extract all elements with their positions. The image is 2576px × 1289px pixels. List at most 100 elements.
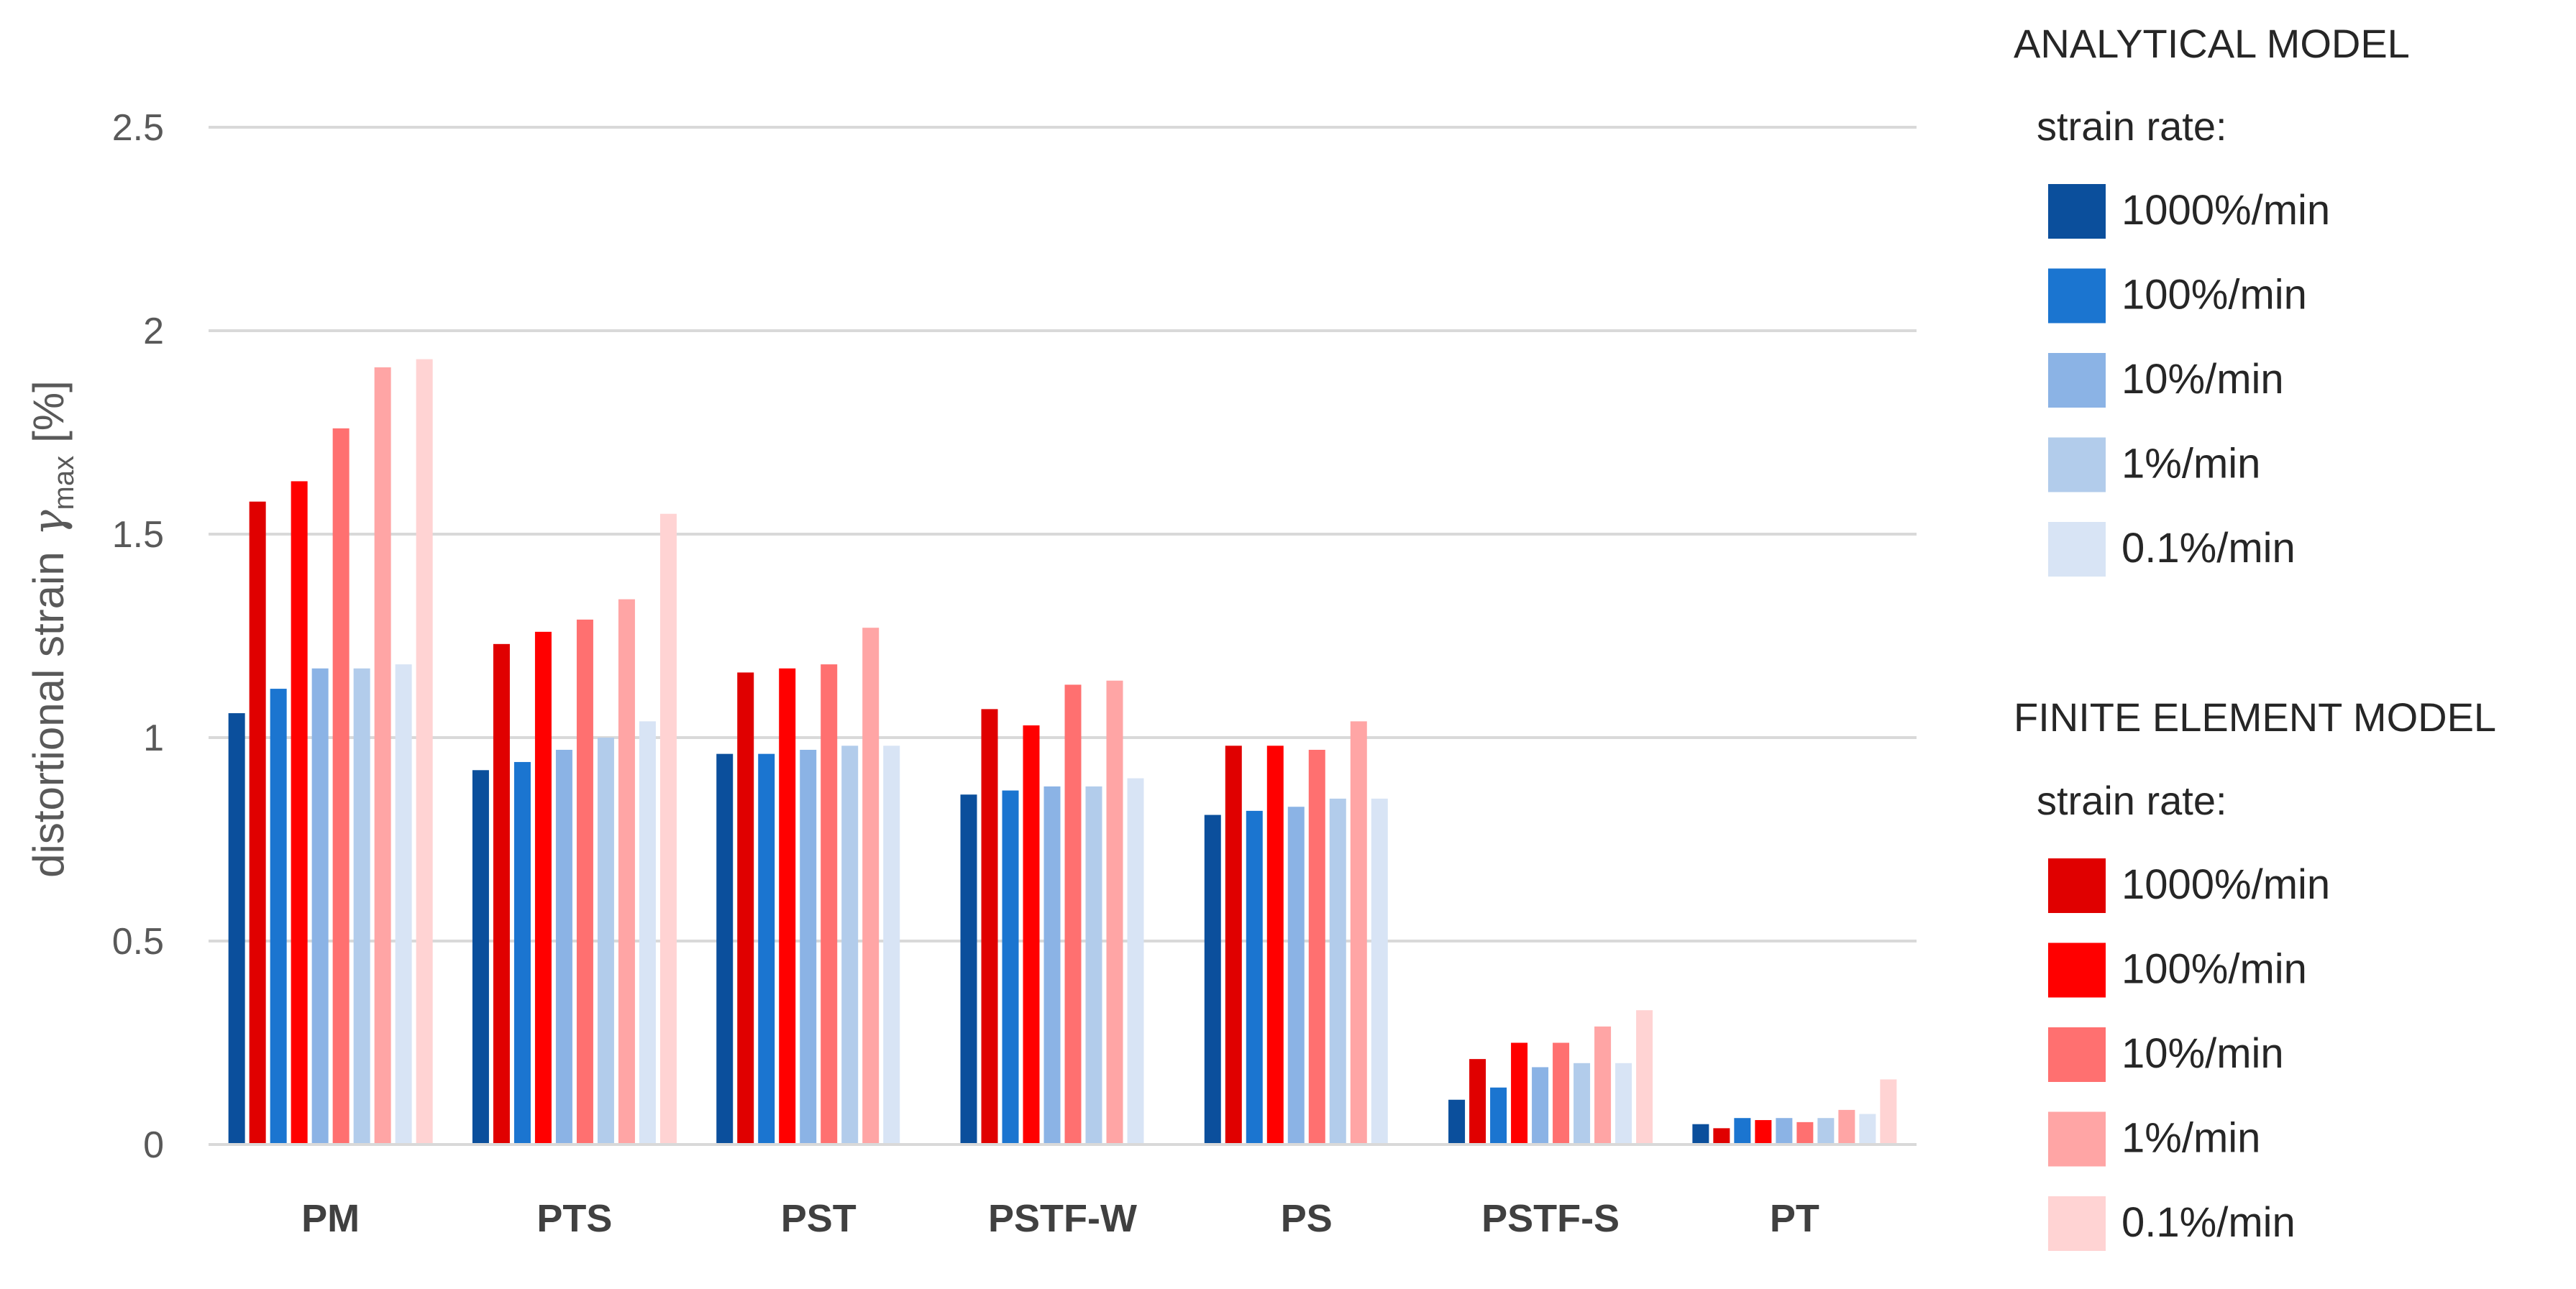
legend-swatch bbox=[2048, 942, 2106, 998]
bar-ps-fe-10 bbox=[1308, 749, 1325, 1144]
bar-ps-analytical-0.1 bbox=[1371, 798, 1388, 1144]
bar-pm-fe-1 bbox=[374, 367, 391, 1145]
bar-pm-fe-10 bbox=[332, 428, 350, 1144]
bar-pst-fe-100 bbox=[779, 668, 796, 1144]
bar-pt-fe-1 bbox=[1838, 1109, 1855, 1144]
bar-pt-fe-1000 bbox=[1713, 1128, 1730, 1144]
y-tick-label: 1.5 bbox=[112, 514, 164, 556]
bar-pt-analytical-10 bbox=[1776, 1118, 1793, 1144]
bar-pm-fe-1000 bbox=[249, 501, 266, 1144]
bar-pt-analytical-1 bbox=[1817, 1118, 1835, 1144]
bar-group-pstf-s bbox=[1448, 1010, 1653, 1144]
x-category-label: PST bbox=[781, 1197, 857, 1240]
legend-fe-title: FINITE ELEMENT MODEL bbox=[2014, 694, 2496, 740]
bar-pst-analytical-1000 bbox=[716, 753, 734, 1144]
y-tick-label: 2.5 bbox=[112, 107, 164, 149]
bar-pstf-s-fe-1 bbox=[1594, 1026, 1612, 1144]
legend-swatch bbox=[2048, 184, 2106, 239]
bar-pstf-s-analytical-0.1 bbox=[1615, 1063, 1632, 1144]
bar-pst-analytical-1 bbox=[841, 746, 859, 1144]
bar-pm-analytical-1 bbox=[353, 668, 370, 1144]
bar-ps-analytical-1000 bbox=[1204, 815, 1221, 1144]
bar-pstf-w-fe-10 bbox=[1064, 684, 1082, 1144]
bar-pstf-s-fe-100 bbox=[1511, 1042, 1528, 1144]
y-tick-label: 0.5 bbox=[112, 921, 164, 963]
legend: ANALYTICAL MODEL strain rate: 1000%/min 1… bbox=[2014, 21, 2496, 1251]
bar-pts-fe-100 bbox=[534, 631, 552, 1144]
bar-pst-analytical-100 bbox=[758, 753, 775, 1144]
legend-swatch bbox=[2048, 1027, 2106, 1082]
bar-pt-analytical-100 bbox=[1734, 1118, 1751, 1144]
y-tick-label: 2 bbox=[143, 311, 164, 352]
bars bbox=[228, 359, 1897, 1145]
y-axis-title-subscript: max bbox=[48, 456, 80, 510]
bar-pst-analytical-0.1 bbox=[883, 746, 900, 1144]
bar-pst-fe-1 bbox=[862, 628, 880, 1144]
bar-group-pm bbox=[228, 359, 433, 1145]
bar-pstf-w-fe-100 bbox=[1023, 725, 1040, 1144]
x-category-label: PS bbox=[1281, 1197, 1333, 1240]
legend-analytical-items: 1000%/min 100%/min 10%/min 1%/min 0.1%/min bbox=[2048, 184, 2330, 577]
legend-analytical-title: ANALYTICAL MODEL bbox=[2014, 21, 2410, 66]
bar-pt-fe-10 bbox=[1796, 1121, 1814, 1144]
bar-pstf-s-fe-10 bbox=[1553, 1042, 1570, 1144]
bar-pt-fe-100 bbox=[1755, 1120, 1772, 1144]
bar-pts-analytical-1 bbox=[597, 738, 614, 1144]
bar-pts-fe-1 bbox=[618, 599, 635, 1144]
y-axis-title: distortional strain γmax [%] bbox=[24, 380, 80, 878]
bar-pts-analytical-10 bbox=[555, 749, 572, 1144]
bar-ps-fe-1 bbox=[1350, 721, 1367, 1144]
bar-pstf-s-analytical-10 bbox=[1532, 1067, 1549, 1144]
bar-pstf-w-fe-1000 bbox=[981, 709, 998, 1144]
x-category-label: PT bbox=[1770, 1197, 1819, 1240]
legend-fe-subtitle: strain rate: bbox=[2037, 778, 2227, 823]
bar-pst-fe-1000 bbox=[737, 672, 754, 1144]
x-category-label: PTS bbox=[536, 1197, 612, 1240]
legend-item-label: 100%/min bbox=[2121, 946, 2307, 993]
legend-item-label: 10%/min bbox=[2121, 356, 2284, 403]
bar-pstf-w-fe-1 bbox=[1106, 680, 1123, 1144]
bar-pm-analytical-0.1 bbox=[395, 664, 412, 1144]
legend-swatch bbox=[2048, 437, 2106, 492]
legend-swatch bbox=[2048, 858, 2106, 913]
y-axis-ticks: 0 0.5 1 1.5 2 2.5 bbox=[112, 107, 164, 1166]
bar-pstf-s-fe-1000 bbox=[1469, 1059, 1486, 1144]
x-category-label: PM bbox=[301, 1197, 360, 1240]
bar-pts-fe-1000 bbox=[493, 643, 510, 1144]
legend-analytical-subtitle: strain rate: bbox=[2037, 104, 2227, 149]
legend-swatch bbox=[2048, 1111, 2106, 1167]
x-category-label: PSTF-S bbox=[1481, 1197, 1620, 1240]
bar-group-pt bbox=[1692, 1079, 1897, 1144]
bar-pstf-w-analytical-1 bbox=[1085, 786, 1102, 1144]
bar-pm-analytical-100 bbox=[270, 689, 287, 1144]
bar-pts-analytical-0.1 bbox=[639, 721, 656, 1144]
bar-group-pstf-w bbox=[960, 680, 1144, 1144]
legend-item-label: 1000%/min bbox=[2121, 187, 2330, 234]
x-category-label: PSTF-W bbox=[988, 1197, 1137, 1240]
legend-item-label: 1000%/min bbox=[2121, 861, 2330, 908]
bar-pstf-s-analytical-1 bbox=[1574, 1063, 1591, 1144]
y-axis-title-main: distortional strain bbox=[24, 551, 73, 878]
bar-pm-fe-100 bbox=[291, 481, 308, 1144]
bar-pt-analytical-1000 bbox=[1692, 1124, 1709, 1144]
legend-swatch bbox=[2048, 353, 2106, 408]
legend-swatch bbox=[2048, 1196, 2106, 1251]
bar-pstf-w-analytical-100 bbox=[1002, 790, 1019, 1144]
bar-pts-fe-0.1 bbox=[659, 513, 677, 1144]
bar-pm-analytical-1000 bbox=[228, 713, 245, 1144]
legend-item-label: 1%/min bbox=[2121, 441, 2260, 487]
bar-pts-analytical-1000 bbox=[472, 770, 489, 1144]
y-axis-title-unit: [%] bbox=[24, 380, 73, 443]
legend-item-label: 0.1%/min bbox=[2121, 1199, 2296, 1246]
bar-pstf-w-analytical-0.1 bbox=[1127, 778, 1144, 1144]
bar-pstf-w-analytical-1000 bbox=[960, 794, 977, 1144]
bar-ps-fe-100 bbox=[1266, 746, 1284, 1144]
y-axis-title-symbol: γ bbox=[24, 510, 74, 536]
bar-group-ps bbox=[1204, 721, 1388, 1144]
legend-swatch bbox=[2048, 268, 2106, 324]
bar-group-pts bbox=[472, 513, 677, 1144]
bar-pstf-s-analytical-100 bbox=[1490, 1087, 1507, 1144]
bar-ps-fe-1000 bbox=[1225, 746, 1242, 1144]
legend-item-label: 0.1%/min bbox=[2121, 525, 2296, 572]
